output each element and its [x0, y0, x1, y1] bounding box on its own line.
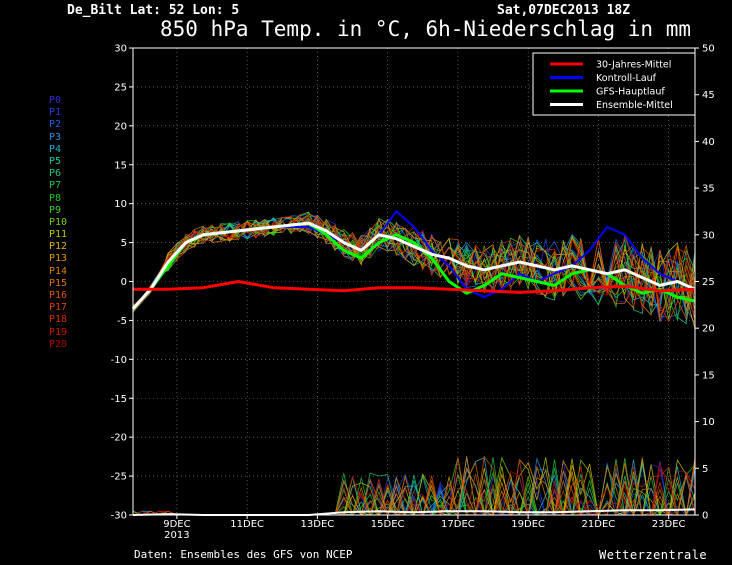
chart-axes: 302520151050-5-10-15-20-25-3050454035302… [111, 44, 715, 542]
x-tick-label: 19DEC [511, 519, 545, 530]
y-right-tick-label: 35 [702, 184, 715, 195]
run-datetime-label: Sat,07DEC2013 18Z [497, 3, 631, 18]
y-right-tick-label: 30 [702, 230, 715, 241]
member-label-p13: P13 [49, 253, 68, 265]
y-left-tick-label: 0 [121, 277, 127, 288]
member-label-p19: P19 [49, 326, 68, 338]
y-right-tick-label: 25 [702, 277, 715, 288]
member-label-p5: P5 [49, 155, 62, 167]
legend-label: GFS-Hauptlauf [596, 87, 665, 98]
data-source-label: Daten: Ensembles des GFS von NCEP [134, 548, 353, 561]
member-label-p2: P2 [49, 119, 62, 131]
member-list: P0 P1 P2 P3 P4 P5 P6 P7 P8 P9 P10 P11 P12 P13 P14 P15 P1… [49, 95, 67, 351]
y-right-tick-label: 20 [702, 324, 715, 335]
y-left-tick-label: -5 [117, 316, 127, 327]
member-label-p0: P0 [49, 95, 62, 106]
x-tick-label: 21DEC [582, 519, 616, 530]
member-label-p15: P15 [49, 277, 68, 289]
member-label-p6: P6 [49, 168, 62, 180]
member-label-p10: P10 [49, 216, 68, 228]
member-label-p7: P7 [49, 180, 62, 192]
y-left-tick-label: -30 [111, 511, 127, 522]
chart-title: 850 hPa Temp. in °C, 6h-Niederschlag in … [160, 17, 692, 41]
y-left-tick-label: -20 [111, 433, 127, 444]
member-label-p16: P16 [49, 290, 68, 301]
y-right-tick-label: 10 [702, 417, 715, 428]
member-label-p17: P17 [49, 302, 68, 314]
member-label-p8: P8 [49, 192, 62, 204]
member-label-p12: P12 [49, 241, 68, 253]
series-line-ensemble-mittel [131, 221, 696, 310]
x-tick-label: 15DEC [371, 519, 405, 530]
x-tick-label: 13DEC [301, 519, 335, 530]
legend-label: Ensemble-Mittel [596, 100, 673, 111]
y-left-tick-label: 25 [114, 82, 127, 93]
x-tick-label: 9DEC [163, 519, 190, 530]
y-left-tick-label: 30 [114, 44, 127, 55]
y-left-tick-label: -25 [111, 472, 127, 483]
x-tick-label: 23DEC [652, 519, 686, 530]
y-right-tick-label: 45 [702, 90, 715, 101]
member-label-p3: P3 [49, 131, 62, 143]
location-label: De_Bilt Lat: 52 Lon: 5 [67, 3, 240, 18]
y-left-tick-label: 10 [114, 199, 127, 210]
member-line-p15 [132, 213, 696, 322]
y-right-tick-label: 15 [702, 370, 715, 381]
legend-label: Kontroll-Lauf [596, 73, 657, 84]
member-label-p20: P20 [49, 338, 68, 350]
y-right-tick-label: 40 [702, 137, 715, 148]
member-label-p4: P4 [49, 143, 62, 155]
y-left-tick-label: -10 [111, 355, 127, 366]
member-label-p9: P9 [49, 204, 62, 216]
precip-bars [132, 455, 696, 517]
y-left-tick-label: -15 [111, 394, 127, 405]
member-line-p20 [132, 216, 696, 325]
y-right-tick-label: 5 [702, 464, 708, 475]
y-left-tick-label: 5 [121, 238, 127, 249]
x-tick-sublabel: 2013 [164, 530, 189, 541]
y-left-tick-label: 15 [114, 160, 127, 171]
x-tick-label: 11DEC [230, 519, 264, 530]
legend-label: 30-Jahres-Mittel [596, 60, 671, 71]
chart-grid [133, 48, 695, 515]
member-label-p18: P18 [49, 314, 68, 326]
y-right-tick-label: 50 [702, 44, 715, 55]
y-left-tick-label: 20 [114, 121, 127, 132]
y-right-tick-label: 0 [702, 511, 708, 522]
chart-legend: 30-Jahres-Mittel Kontroll-Lauf GFS-Hauptla… [532, 52, 696, 116]
x-tick-label: 17DEC [441, 519, 475, 530]
member-label-p1: P1 [49, 107, 62, 119]
series-line-30-jahres-mittel [133, 280, 696, 294]
brand-label: Wetterzentrale [599, 548, 708, 562]
member-label-p11: P11 [49, 229, 68, 241]
main-series-lines [131, 210, 696, 310]
member-label-p14: P14 [49, 265, 68, 277]
